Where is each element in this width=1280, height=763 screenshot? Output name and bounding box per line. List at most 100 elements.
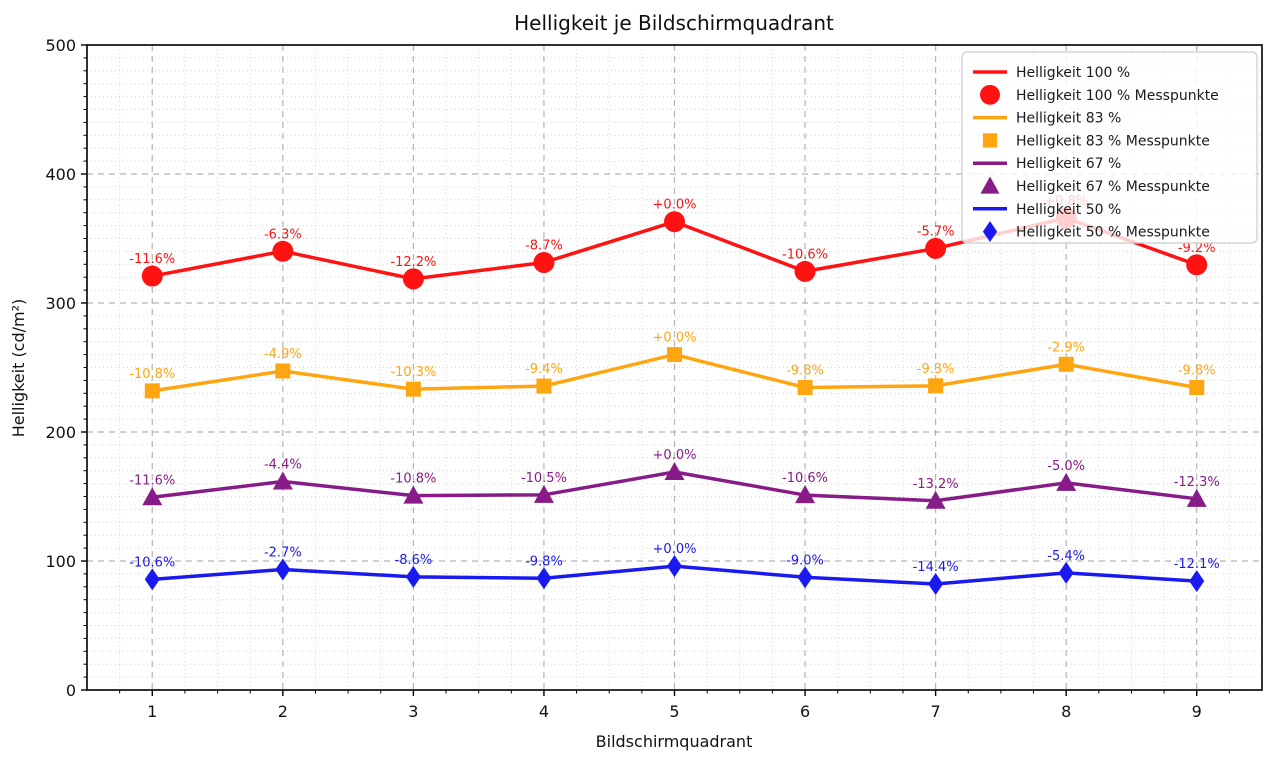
data-point-marker	[925, 490, 946, 509]
data-point-label: -11.6%	[129, 252, 175, 267]
legend-item: Helligkeit 50 % Messpunkte	[982, 221, 1210, 243]
data-point-marker	[1058, 356, 1074, 372]
data-point-marker	[795, 485, 816, 504]
data-point-marker	[1186, 254, 1208, 276]
data-point-label: +0.0%	[653, 448, 697, 463]
legend-item: Helligkeit 50 %	[973, 202, 1121, 218]
y-tick-label: 300	[45, 294, 76, 313]
data-point-marker	[533, 484, 554, 503]
x-tick-label: 1	[147, 702, 157, 721]
legend-item: Helligkeit 100 % Messpunkte	[980, 84, 1219, 105]
data-point-marker	[142, 487, 163, 506]
data-point-label: -10.5%	[521, 471, 567, 486]
data-point-marker	[405, 565, 421, 588]
tick-labels: 1 2 3 4 5 6 7 8 9 0 100 200 300 400 500	[45, 36, 1230, 721]
data-point-marker	[925, 237, 947, 259]
legend-item: Helligkeit 83 % Messpunkte	[982, 133, 1210, 149]
data-point-label: +0.0%	[653, 331, 697, 346]
data-point-label: -5.7%	[917, 224, 955, 239]
x-tick-label: 2	[278, 702, 288, 721]
y-tick-label: 100	[45, 552, 76, 571]
data-point-marker	[1186, 488, 1207, 507]
data-point-label: -9.2%	[1178, 241, 1216, 256]
y-axis-label: Helligkeit (cd/m²)	[9, 299, 28, 438]
data-point-label: -8.6%	[395, 553, 433, 568]
data-point-label: -10.6%	[782, 471, 828, 486]
data-point-label: -9.8%	[786, 363, 824, 378]
data-point-label: -12.2%	[390, 255, 436, 270]
data-point-label: -10.3%	[390, 365, 436, 380]
data-point-label: -12.1%	[1174, 557, 1220, 572]
data-point-marker	[667, 555, 682, 578]
data-point-label: -9.8%	[1178, 363, 1216, 378]
y-tick-label: 0	[66, 681, 76, 700]
y-tick-label: 200	[45, 423, 76, 442]
data-point-label: -9.4%	[525, 362, 563, 377]
data-point-label: -10.8%	[390, 472, 436, 487]
data-point-label: -8.7%	[525, 238, 563, 253]
data-point-label: -12.3%	[1174, 475, 1220, 490]
legend-item: Helligkeit 100 %	[973, 65, 1130, 81]
legend-label: Helligkeit 67 %	[1016, 156, 1121, 172]
data-point-marker	[1056, 472, 1077, 491]
y-tick-label: 500	[45, 36, 76, 55]
x-tick-label: 4	[539, 702, 549, 721]
legend-label: Helligkeit 50 %	[1016, 202, 1121, 218]
data-point-marker	[797, 566, 813, 589]
data-point-label: +0.0%	[653, 198, 697, 213]
x-tick-label: 8	[1061, 702, 1071, 721]
y-tick-label: 400	[45, 165, 76, 184]
data-point-marker	[275, 558, 291, 581]
data-point-label: -5.4%	[1047, 549, 1085, 564]
data-point-marker	[982, 133, 998, 148]
x-tick-label: 6	[800, 702, 810, 721]
data-point-label: -2.9%	[1047, 340, 1085, 355]
legend-label: Helligkeit 100 %	[1016, 65, 1130, 81]
data-point-marker	[275, 363, 291, 379]
x-tick-label: 9	[1192, 702, 1202, 721]
data-point-label: -4.9%	[264, 347, 302, 362]
data-point-marker	[928, 572, 944, 595]
data-point-marker	[980, 84, 1000, 105]
data-point-marker	[797, 379, 813, 395]
data-point-marker	[402, 268, 424, 290]
data-point-label: -4.4%	[264, 458, 302, 473]
data-point-marker	[272, 240, 294, 262]
legend-box	[961, 51, 1258, 244]
data-point-marker	[794, 260, 816, 282]
legend-label: Helligkeit 83 %	[1016, 111, 1121, 127]
data-point-label: -9.0%	[786, 553, 824, 568]
data-point-marker	[1189, 570, 1205, 593]
data-point-marker	[1058, 561, 1074, 584]
data-point-label: -14.4%	[913, 560, 959, 575]
data-point-marker	[980, 176, 1000, 194]
legend: Helligkeit 100 % Helligkeit 100 % Messpun…	[961, 51, 1258, 244]
data-point-label: -5.0%	[1047, 459, 1085, 474]
series-group: -11.6% -6.3% -12.2% -8.7% +0.0% -10.6% -5.7% +0…	[129, 194, 1220, 595]
data-point-label: -10.6%	[782, 247, 828, 262]
x-axis-label: Bildschirmquadrant	[596, 732, 753, 751]
legend-item: Helligkeit 67 %	[973, 156, 1121, 172]
data-point-label: -13.2%	[913, 477, 959, 492]
data-point-marker	[405, 381, 421, 397]
legend-item: Helligkeit 67 % Messpunkte	[980, 176, 1210, 195]
x-tick-label: 3	[408, 702, 418, 721]
data-point-label: -2.7%	[264, 546, 302, 561]
data-point-marker	[403, 485, 424, 504]
legend-label: Helligkeit 83 % Messpunkte	[1016, 133, 1210, 149]
data-point-marker	[533, 251, 555, 273]
chart-title: Helligkeit je Bildschirmquadrant	[514, 11, 834, 35]
data-point-label: -6.3%	[264, 227, 302, 242]
data-point-marker	[928, 378, 944, 394]
data-point-marker	[664, 461, 685, 480]
data-point-marker	[536, 567, 552, 590]
data-point-marker	[536, 378, 552, 394]
legend-label: Helligkeit 100 % Messpunkte	[1016, 88, 1219, 104]
data-point-marker	[141, 265, 163, 287]
data-point-label: -9.3%	[917, 362, 955, 377]
data-point-label: -10.8%	[129, 367, 175, 382]
x-tick-label: 5	[669, 702, 679, 721]
data-point-marker	[982, 221, 998, 243]
data-point-marker	[667, 347, 682, 363]
